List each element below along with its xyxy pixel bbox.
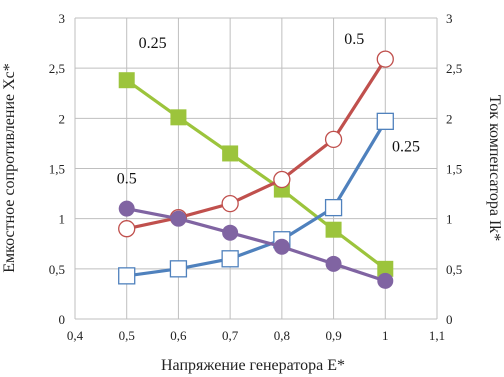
- data-point: [222, 145, 239, 162]
- data-point: [376, 50, 394, 68]
- y-tick-label-left: 3: [59, 11, 66, 26]
- series-line: [125, 78, 387, 271]
- tick-labels: 0,4 0,5 0,6 0,7 0,8 0,9 1 1,100,511,522,5300,51…: [49, 11, 463, 343]
- data-point: [273, 238, 290, 255]
- data-point: [377, 272, 394, 289]
- y-tick-label-right: 0: [446, 312, 453, 327]
- x-axis-label: Напряжение генератора Е*: [161, 357, 345, 374]
- y-tick-label-left: 0,5: [49, 262, 65, 277]
- annotation-label: 0.25: [392, 138, 420, 155]
- series-line: [126, 207, 386, 283]
- data-point: [118, 72, 135, 89]
- y-tick-label-right: 1,5: [446, 162, 462, 177]
- data-point: [273, 170, 291, 189]
- y-tick-label-right: 3: [446, 11, 453, 26]
- data-point: [118, 200, 135, 217]
- y-tick-label-left: 2,5: [49, 61, 65, 76]
- data-point: [377, 260, 394, 277]
- data-point: [169, 260, 188, 278]
- annotation-label: 0.5: [117, 171, 137, 188]
- data-point: [324, 198, 343, 217]
- data-point: [170, 109, 187, 126]
- y-tick-label-right: 2: [446, 111, 453, 126]
- x-tick-label: 0,9: [325, 328, 341, 343]
- x-tick-label: 0,7: [222, 328, 239, 343]
- data-point: [221, 194, 239, 213]
- annotations: 0.25 0.5 0.5 0.25: [117, 31, 420, 187]
- data-point: [118, 220, 136, 238]
- data-point: [376, 112, 394, 130]
- y-axis-label-right: Ток компенсатора Ik*: [486, 95, 503, 242]
- y-tick-label-right: 2,5: [446, 61, 462, 76]
- series-line: [126, 120, 387, 278]
- x-tick-label: 0,6: [170, 328, 187, 343]
- x-tick-label: 0,4: [67, 328, 84, 343]
- x-tick-label: 0,8: [274, 328, 290, 343]
- x-tick-label: 1,1: [429, 328, 445, 343]
- data-point: [325, 221, 342, 238]
- annotation-label: 0.25: [139, 35, 167, 52]
- x-tick-label: 0,5: [119, 328, 135, 343]
- data-point: [222, 224, 239, 241]
- series-2: [118, 50, 394, 238]
- series-line: [126, 58, 387, 231]
- annotation-label: 0.5: [344, 31, 364, 48]
- y-tick-label-left: 2: [59, 111, 66, 126]
- y-tick-label-right: 1: [446, 212, 453, 227]
- data-point: [324, 130, 343, 149]
- y-axis-label-left: Емкостное сопротивление Хс*: [1, 63, 18, 273]
- data-point: [118, 267, 136, 285]
- data-point: [221, 250, 239, 268]
- y-tick-label-left: 1,5: [49, 162, 65, 177]
- y-tick-label-left: 0: [59, 312, 66, 327]
- y-tick-label-right: 0,5: [446, 262, 462, 277]
- series-3: [118, 112, 394, 285]
- series-layer: [118, 50, 394, 289]
- y-tick-label-left: 1: [59, 212, 66, 227]
- data-point: [170, 210, 187, 227]
- data-point: [325, 255, 342, 272]
- series-4: [118, 200, 394, 289]
- x-tick-label: 1: [382, 328, 389, 343]
